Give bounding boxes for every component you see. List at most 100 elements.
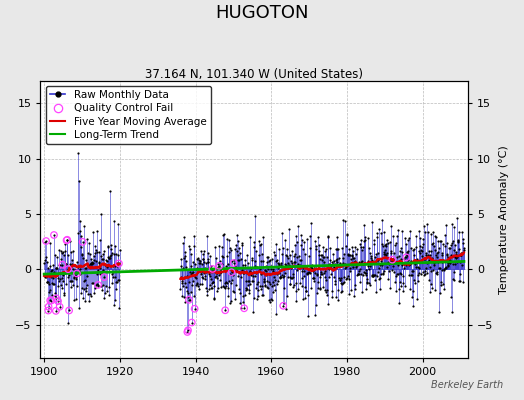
Point [83, 250, 92, 256]
Point [330, 274, 339, 280]
Point [106, 242, 115, 248]
Point [422, 252, 430, 258]
Point [105, 254, 113, 261]
Point [177, 263, 185, 269]
Point [280, 273, 288, 279]
Point [257, 286, 265, 292]
Point [79, 255, 88, 261]
Point [272, 281, 281, 287]
Point [384, 258, 392, 265]
Point [292, 297, 301, 304]
Point [444, 262, 452, 268]
Point [108, 249, 116, 256]
Point [220, 231, 228, 237]
Point [260, 276, 268, 282]
Point [80, 223, 88, 229]
Point [452, 251, 461, 258]
Point [444, 259, 453, 266]
Point [423, 221, 432, 228]
Point [307, 285, 315, 291]
Point [97, 253, 105, 259]
Point [185, 246, 194, 252]
Point [94, 283, 102, 290]
Point [54, 298, 62, 304]
Point [438, 250, 446, 256]
Point [245, 290, 254, 296]
Point [70, 296, 79, 303]
Point [255, 252, 263, 258]
Point [100, 248, 108, 254]
Point [451, 242, 460, 249]
Point [254, 287, 263, 293]
Point [45, 304, 53, 310]
Point [281, 252, 290, 258]
Point [428, 255, 436, 261]
Point [42, 238, 50, 244]
Point [288, 260, 296, 266]
Point [268, 296, 276, 303]
Point [356, 266, 364, 272]
Point [60, 241, 69, 247]
Point [178, 278, 186, 284]
Point [92, 249, 101, 256]
Point [65, 272, 73, 278]
Point [382, 242, 390, 249]
Point [332, 246, 341, 252]
Point [408, 268, 417, 274]
Point [314, 234, 322, 240]
Point [112, 278, 121, 285]
Point [388, 266, 396, 273]
Point [402, 254, 410, 260]
Point [365, 263, 374, 269]
Point [363, 276, 372, 282]
Point [266, 257, 274, 264]
Point [403, 236, 412, 243]
Point [67, 249, 75, 256]
Point [73, 270, 81, 277]
Point [76, 271, 84, 277]
Point [339, 255, 347, 261]
Point [362, 286, 370, 292]
Point [272, 256, 281, 263]
Point [423, 228, 432, 235]
Point [270, 274, 278, 280]
Point [200, 247, 208, 254]
Point [180, 255, 188, 262]
Point [248, 278, 257, 284]
Point [439, 241, 447, 247]
Point [235, 244, 243, 251]
Point [372, 258, 380, 264]
Point [235, 250, 244, 256]
Point [411, 260, 419, 266]
Point [399, 273, 408, 279]
Point [243, 270, 251, 276]
Point [289, 271, 297, 277]
Point [452, 249, 460, 255]
Point [454, 236, 463, 243]
Point [447, 252, 455, 258]
Point [241, 262, 249, 268]
Point [359, 244, 367, 250]
Point [323, 233, 332, 240]
Point [185, 279, 193, 286]
Point [342, 243, 350, 249]
Point [282, 306, 290, 312]
Point [249, 295, 258, 301]
Point [414, 228, 423, 234]
Point [111, 274, 119, 280]
Point [413, 264, 422, 270]
Point [110, 302, 118, 308]
Point [357, 244, 366, 250]
Point [309, 275, 318, 281]
Point [396, 270, 404, 276]
Point [350, 259, 358, 266]
Point [390, 257, 399, 264]
Point [418, 244, 426, 250]
Point [181, 298, 189, 305]
Point [198, 281, 206, 288]
Point [78, 251, 86, 257]
Point [253, 281, 261, 288]
Point [457, 229, 466, 235]
Point [341, 261, 349, 268]
Point [314, 284, 322, 291]
